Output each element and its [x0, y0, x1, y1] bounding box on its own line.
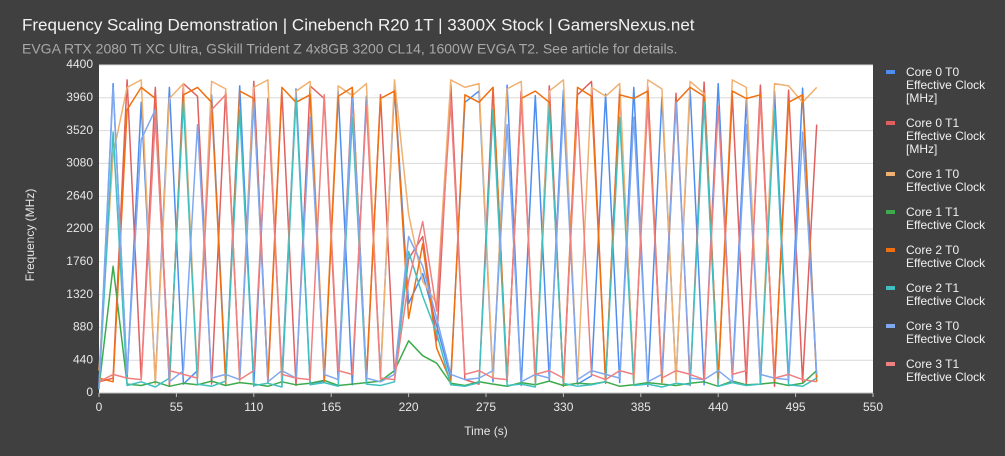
y-tick-label: 0 [86, 385, 93, 399]
line-series [98, 97, 818, 390]
legend-item: Core 0 T0 Effective Clock [MHz] [886, 66, 996, 105]
y-tick-label: 2640 [66, 188, 93, 202]
y-tick-label: 880 [73, 320, 93, 334]
legend-label: Core 0 T1 Effective Clock [MHz] [906, 116, 986, 156]
x-tick-label: 385 [631, 400, 651, 414]
line-series [98, 86, 818, 389]
legend-swatch [886, 121, 895, 125]
legend-label: Core 2 T0 Effective Clock [906, 243, 986, 270]
legend-label: Core 2 T1 Effective Clock [906, 281, 986, 308]
legend-swatch [886, 324, 895, 328]
y-tick-label: 2200 [66, 221, 93, 235]
y-tick-label: 440 [73, 352, 93, 366]
legend-label: Core 3 T0 Effective Clock [906, 319, 986, 346]
legend-label: Core 1 T0 Effective Clock [906, 167, 986, 194]
y-tick-label: 1760 [66, 254, 93, 268]
legend: Core 0 T0 Effective Clock [MHz] Core 0 T1… [886, 66, 996, 384]
x-tick-label: 55 [170, 400, 184, 414]
legend-label: Core 1 T1 Effective Clock [906, 205, 986, 232]
x-tick-label: 440 [708, 400, 728, 414]
x-tick-label: 165 [321, 400, 341, 414]
legend-item: Core 1 T0 Effective Clock [886, 168, 996, 194]
x-tick-label: 495 [786, 400, 806, 414]
legend-swatch [886, 248, 895, 252]
x-axis-label: Time (s) [464, 424, 508, 438]
y-tick-label: 3520 [66, 123, 93, 137]
legend-item: Core 3 T0 Effective Clock [886, 320, 996, 346]
legend-item: Core 2 T1 Effective Clock [886, 282, 996, 308]
chart-title: Frequency Scaling Demonstration | Cinebe… [22, 15, 695, 34]
legend-swatch [886, 70, 895, 74]
line-series [98, 94, 817, 383]
y-tick-label: 3960 [66, 90, 93, 104]
x-tick-label: 220 [399, 400, 419, 414]
y-tick-label: 4400 [66, 57, 93, 71]
x-tick-label: 275 [476, 400, 496, 414]
legend-item: Core 2 T0 Effective Clock [886, 244, 996, 270]
legend-swatch [886, 286, 895, 290]
legend-swatch [886, 362, 895, 366]
x-tick-label: 550 [863, 400, 883, 414]
y-axis-label: Frequency (MHz) [23, 189, 37, 282]
legend-item: Core 0 T1 Effective Clock [MHz] [886, 117, 996, 156]
legend-label: Core 3 T1 Effective Clock [906, 357, 986, 384]
legend-swatch [886, 210, 895, 214]
legend-swatch [886, 172, 895, 176]
y-tick-label: 3080 [66, 156, 93, 170]
legend-item: Core 1 T1 Effective Clock [886, 206, 996, 232]
x-tick-label: 330 [553, 400, 573, 414]
legend-label: Core 0 T0 Effective Clock [MHz] [906, 65, 986, 105]
x-tick-label: 110 [244, 400, 263, 414]
line-series [98, 79, 818, 388]
x-tick-label: 0 [96, 400, 103, 414]
y-tick-label: 1320 [66, 287, 93, 301]
legend-item: Core 3 T1 Effective Clock [886, 358, 996, 384]
chart-subtitle: EVGA RTX 2080 Ti XC Ultra, GSkill Triden… [22, 41, 677, 57]
